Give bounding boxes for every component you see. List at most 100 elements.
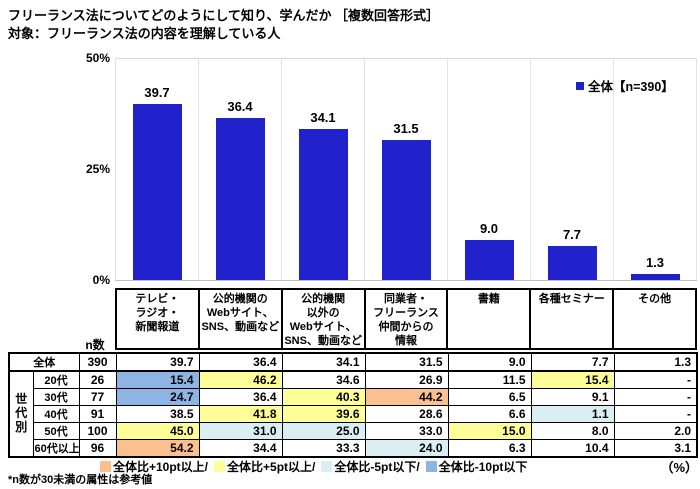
category-header-cell: 公的機関 以外の Webサイト、 SNS、動画など: [280, 288, 366, 350]
chart-column: 1.3: [614, 59, 697, 280]
value-cell: 6.6: [447, 405, 532, 423]
value-cell: 33.0: [364, 422, 449, 440]
row-label-cell: 60代以上: [32, 439, 80, 458]
y-axis-tick-0: 0%: [92, 273, 110, 287]
bar: [132, 104, 182, 280]
chart-column: 39.7: [116, 59, 199, 280]
value-cell: 40.3: [281, 388, 366, 406]
table-row: 全体 390 39.7 36.4 34.1 31.5 9.0 7.7 1.3: [8, 352, 698, 372]
page-subtitle: 対象：フリーランス法の内容を理解している人: [8, 26, 281, 41]
table-row: 30代 77 24.7 36.4 40.3 44.2 6.5 9.1-: [9, 388, 698, 406]
group-label-cell: 世代別: [8, 370, 34, 458]
bar-value-label: 7.7: [562, 227, 582, 242]
breakdown-table: 全体 390 39.7 36.4 34.1 31.5 9.0 7.7 1.3 世代別 20代 26 15…: [8, 352, 698, 458]
bar: [547, 246, 597, 280]
category-header-cell: テレビ・ ラジオ・ 新聞報道: [115, 288, 200, 350]
value-cell: 28.6: [364, 405, 449, 423]
fill-legend-swatch-icon: [214, 461, 226, 472]
value-cell: 9.0: [447, 352, 532, 372]
n-count-cell: 96: [78, 439, 117, 458]
value-cell: 1.3: [613, 352, 698, 372]
value-cell: 38.5: [115, 405, 200, 423]
category-header-cell: 公的機関の Webサイト、 SNS、動画など: [197, 288, 283, 350]
value-cell: 36.4: [198, 352, 283, 372]
value-cell: 36.4: [198, 388, 283, 406]
value-cell: 15.4: [115, 370, 200, 389]
table-row: 40代 91 38.5 41.8 39.6 28.6 6.6 1.1-: [9, 405, 698, 423]
bar-value-label: 1.3: [645, 255, 665, 270]
value-cell: 3.1: [613, 439, 698, 458]
fill-legend-item: 全体比-10pt以下: [425, 458, 534, 475]
category-header-cell: その他: [612, 288, 698, 350]
bar-value-label: 9.0: [479, 221, 499, 236]
value-cell: 31.5: [364, 352, 449, 372]
y-axis-tick-50: 50%: [85, 51, 110, 65]
table-row: 60代以上 96 54.2 34.4 33.3 24.0 6.3 10.4 3.1: [9, 439, 698, 458]
value-cell: 33.3: [281, 439, 366, 458]
value-cell: 34.1: [281, 352, 366, 372]
legend-swatch-icon: [576, 81, 584, 90]
value-cell: -: [613, 405, 698, 423]
fill-legend-label: 全体比-5pt以下/: [334, 460, 420, 474]
category-header-cell: 各種セミナー: [529, 288, 615, 350]
bar-value-label: 39.7: [144, 85, 170, 100]
chart-legend: 全体【n=390】: [576, 76, 674, 95]
row-label-cell: 全体: [8, 352, 80, 372]
fill-legend-item: 全体比+10pt以上/: [100, 458, 214, 475]
bar-value-label: 34.1: [310, 110, 336, 125]
row-label-cell: 30代: [32, 388, 80, 406]
value-cell: 1.1: [530, 405, 615, 423]
value-cell: 25.0: [281, 422, 366, 440]
value-cell: 45.0: [115, 422, 200, 440]
fill-legend-swatch-icon: [425, 461, 437, 472]
bar-value-label: 31.5: [393, 121, 419, 136]
chart-column: 34.1: [282, 59, 365, 280]
row-label-cell: 20代: [32, 370, 80, 389]
bar: [464, 240, 514, 280]
value-cell: 11.5: [447, 370, 532, 389]
value-cell: 9.1: [530, 388, 615, 406]
category-header-row: テレビ・ ラジオ・ 新聞報道 公的機関の Webサイト、 SNS、動画など 公的機関…: [115, 288, 698, 350]
fill-legend-label: 全体比+10pt以上/: [113, 460, 209, 474]
value-cell: 54.2: [115, 439, 200, 458]
fill-legend-label: 全体比-10pt以下: [438, 460, 528, 474]
bar: [298, 129, 348, 280]
value-cell: 6.5: [447, 388, 532, 406]
value-cell: -: [613, 370, 698, 389]
page-title: フリーランス法についてどのようにして知り、学んだか ［複数回答形式］: [8, 8, 440, 23]
table-row: 50代 100 45.0 31.0 25.0 33.0 15.0 8.0 2.0: [9, 422, 698, 440]
value-cell: 39.6: [281, 405, 366, 423]
row-label-cell: 40代: [32, 405, 80, 423]
value-cell: 7.7: [530, 352, 615, 372]
value-cell: 15.4: [530, 370, 615, 389]
bar: [381, 140, 431, 280]
category-header-cell: 同業者・ フリーランス 仲間からの 情報: [363, 288, 449, 350]
category-header-cell: 書籍: [446, 288, 532, 350]
y-axis-tick-25: 25%: [85, 162, 110, 176]
value-cell: 34.6: [281, 370, 366, 389]
chart-column: 36.4: [199, 59, 282, 280]
value-cell: 41.8: [198, 405, 283, 423]
value-cell: 39.7: [115, 352, 200, 372]
footnote: *n数が30未満の属性は参考値: [8, 474, 153, 486]
bar: [215, 118, 265, 280]
chart-column: 7.7: [531, 59, 614, 280]
bar: [630, 274, 680, 280]
fill-legend-swatch-icon: [100, 461, 111, 472]
value-cell: 24.7: [115, 388, 200, 406]
table-row: 世代別 20代 26 15.4 46.2 34.6 26.9 11.5 15.4-: [8, 370, 698, 458]
fill-legend-item: 全体比+5pt以上/: [214, 458, 321, 475]
value-cell: 34.4: [198, 439, 283, 458]
value-cell: 44.2: [364, 388, 449, 406]
unit-percent-label: （%）: [660, 460, 698, 475]
n-count-cell: 26: [78, 370, 117, 389]
value-cell: 6.3: [447, 439, 532, 458]
value-cell: 26.9: [364, 370, 449, 389]
n-count-header: n数: [85, 338, 105, 352]
value-cell: 31.0: [198, 422, 283, 440]
value-cell: -: [613, 388, 698, 406]
value-cell: 2.0: [613, 422, 698, 440]
row-label-cell: 50代: [32, 422, 80, 440]
chart-legend-label: 全体【n=390】: [588, 80, 674, 94]
